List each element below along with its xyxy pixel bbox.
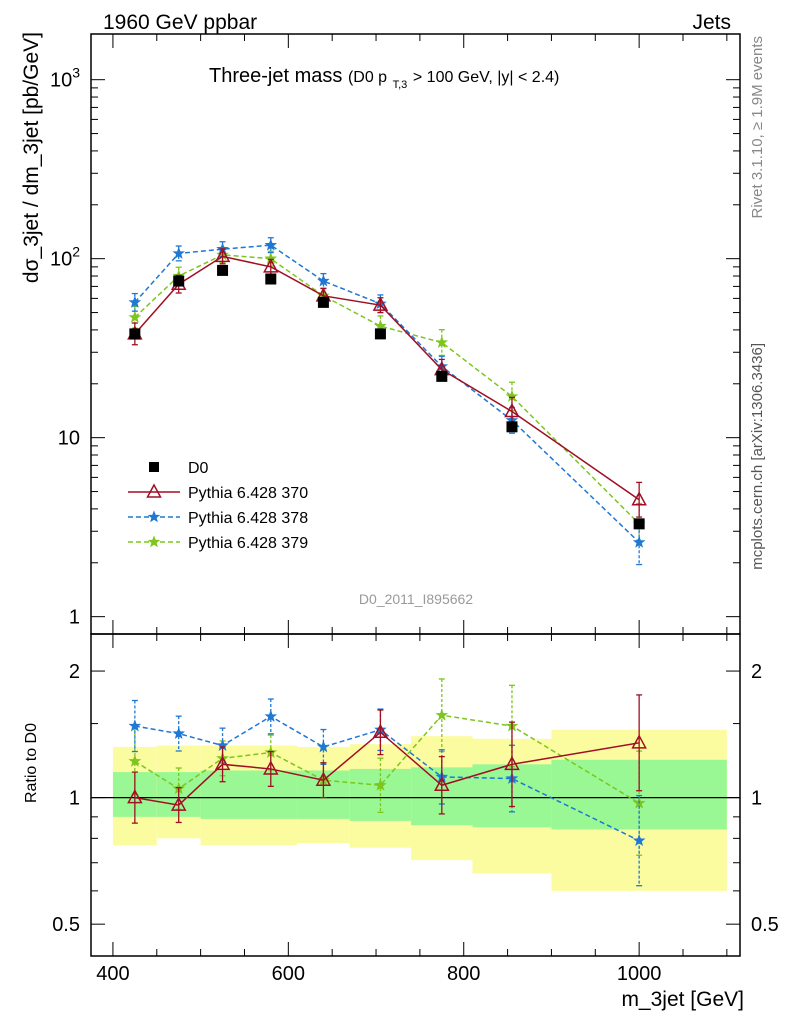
ratio-point-1-0 (128, 719, 142, 732)
y-tick-label-3: 103 (50, 65, 80, 92)
side-rivet: Rivet 3.1.10, ≥ 1.9M events (749, 36, 766, 219)
legend-marker-data (149, 462, 159, 472)
main-point-0-7 (504, 402, 520, 418)
y-tick-label-0: 1 (69, 607, 80, 629)
data-point-6 (436, 370, 448, 382)
main-line-2 (134, 254, 640, 525)
y-tick-exp-2: 2 (72, 244, 80, 260)
data-point-3 (265, 273, 277, 285)
ratio-point-0-6 (434, 776, 450, 792)
ratio-point-2-5 (374, 778, 387, 791)
main-point-1-8 (632, 535, 646, 548)
main-series (127, 237, 647, 566)
legend-marker-1 (147, 510, 161, 523)
ratio-y-label: Ratio to D0 (23, 723, 40, 803)
main-point-1-1 (172, 246, 186, 259)
ratio-point-0-1 (170, 796, 187, 811)
ratio-point-2-6 (435, 708, 449, 721)
plot-title: Three-jet mass (D0 p T,3 > 100 GeV, |y| … (209, 65, 559, 93)
y-tick-base-3: 10 (50, 70, 72, 92)
ratio-point-1-3 (264, 709, 278, 722)
ratio-tick-label-right-2: 2 (751, 661, 762, 683)
main-point-0-2 (214, 247, 231, 263)
ratio-tick-label-left-1: 1 (69, 788, 80, 810)
title-cuts-b: > 100 GeV, |y| < 2.4) (413, 69, 559, 86)
x-tick-label-3: 1000 (617, 963, 662, 985)
data-point-4 (317, 296, 329, 308)
main-point-0-8 (631, 491, 647, 506)
header-right: Jets (692, 11, 731, 34)
side-mcplots: mcplots.cern.ch [arXiv:1306.3436] (749, 343, 766, 570)
legend-label-1: Pythia 6.428 378 (188, 510, 308, 527)
y-tick-base-2: 10 (50, 249, 72, 271)
ratio-point-0-3 (263, 760, 279, 775)
main-point-1-0 (128, 295, 142, 308)
ratio-point-1-8 (632, 833, 646, 847)
data-point-8 (633, 518, 645, 530)
main-point-1-3 (264, 238, 278, 251)
ratio-point-1-1 (172, 726, 185, 739)
x-axis-label: m_3jet [GeV] (621, 988, 744, 1011)
legend-marker-2 (147, 535, 161, 548)
ratio-point-0-0 (127, 789, 143, 804)
y-tick-label-2: 102 (50, 244, 80, 271)
legend-marker-0 (146, 483, 162, 498)
y-tick-exp-3: 3 (72, 65, 80, 81)
main-point-2-0 (128, 310, 142, 323)
main-point-1-4 (317, 274, 330, 287)
ratio-series (127, 678, 647, 887)
title-cuts-sub: T,3 (393, 79, 408, 91)
ratio-bands (91, 729, 740, 891)
data-point-5 (374, 328, 386, 340)
ratio-point-0-2 (214, 755, 231, 771)
ratio-frame (90, 633, 741, 957)
data-point-7 (506, 421, 518, 433)
ratio-point-1-4 (317, 740, 330, 753)
ratio-point-0-5 (372, 723, 389, 739)
ratio-point-2-0 (128, 754, 142, 767)
ratio-tick-label-left-2: 2 (69, 661, 80, 683)
y-tick-label-1: 10 (58, 428, 80, 450)
data-point-0 (129, 328, 141, 340)
ratio-point-0-8 (631, 734, 647, 749)
main-y-label: dσ_3jet / dm_3jet [pb/GeV] (20, 32, 43, 283)
title-main: Three-jet mass (209, 65, 342, 87)
main-line-0 (134, 255, 640, 501)
ratio-point-0-4 (315, 771, 332, 786)
analysis-id: D0_2011_I895662 (359, 591, 473, 607)
ratio-point-0-7 (504, 755, 520, 771)
ratio-tick-label-right-0: 0.5 (751, 914, 779, 936)
ratio-tick-label-left-0: 0.5 (52, 914, 80, 936)
main-line-1 (134, 244, 640, 543)
ratio-line-1 (134, 715, 640, 842)
main-point-2-6 (435, 335, 449, 348)
main-point-0-5 (372, 296, 389, 311)
title-cuts-a: (D0 p (348, 69, 387, 86)
header-left: 1960 GeV ppbar (103, 11, 257, 34)
legend-label-data: D0 (188, 460, 209, 477)
main-point-0-3 (263, 258, 279, 273)
x-tick-label-2: 800 (447, 963, 480, 985)
x-tick-label-1: 600 (272, 963, 305, 985)
data-point-2 (217, 264, 229, 276)
ratio-line-2 (134, 714, 640, 804)
legend-label-2: Pythia 6.428 379 (188, 535, 308, 552)
legend-label-0: Pythia 6.428 370 (188, 485, 308, 502)
ratio-tick-label-right-1: 1 (751, 788, 762, 810)
x-tick-label-0: 400 (96, 963, 129, 985)
data-point-1 (173, 275, 185, 287)
legend: D0 Pythia 6.428 370 Pythia 6.428 378 Pythia… (128, 460, 308, 552)
